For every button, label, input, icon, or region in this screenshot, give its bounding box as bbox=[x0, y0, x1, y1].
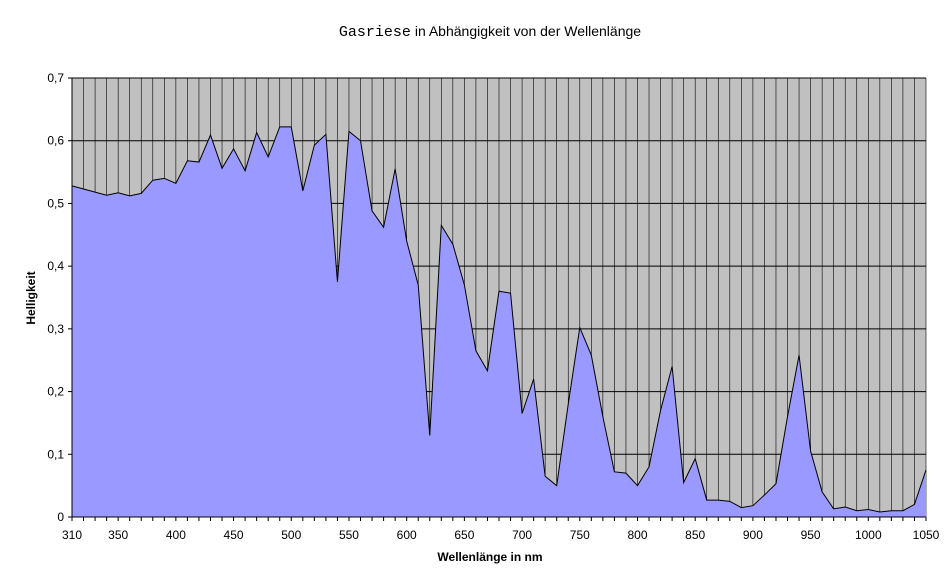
x-tick-label: 750 bbox=[570, 528, 590, 542]
x-tick-label: 900 bbox=[743, 528, 763, 542]
chart-title-main: Gasriese bbox=[339, 24, 411, 41]
x-tick-label: 350 bbox=[108, 528, 128, 542]
data-line bbox=[71, 126, 927, 513]
x-tick-label: 700 bbox=[512, 528, 532, 542]
y-tick-label: 0,7 bbox=[47, 71, 64, 85]
x-tick-label: 450 bbox=[224, 528, 244, 542]
x-tick-label: 500 bbox=[281, 528, 301, 542]
y-tick-label: 0,1 bbox=[47, 447, 64, 461]
x-tick-label: 650 bbox=[454, 528, 474, 542]
x-tick-label: 1000 bbox=[855, 528, 882, 542]
data-area bbox=[72, 126, 926, 518]
x-tick-label: 600 bbox=[397, 528, 417, 542]
x-ticks: 310 350 400 450 500 550 600 650 700 750 800 850 900 9… bbox=[62, 517, 940, 542]
x-tick-label: 850 bbox=[685, 528, 705, 542]
x-axis-label: Wellenlänge in nm bbox=[437, 550, 542, 564]
x-tick-label: 800 bbox=[627, 528, 647, 542]
y-tick-label: 0,4 bbox=[47, 259, 64, 273]
y-tick-label: 0,3 bbox=[47, 322, 64, 336]
x-tick-label: 550 bbox=[339, 528, 359, 542]
chart-title-rest: in Abhängigkeit von der Wellenlänge bbox=[411, 23, 641, 39]
y-tick-label: 0,2 bbox=[47, 385, 64, 399]
y-tick-label: 0,6 bbox=[47, 134, 64, 148]
y-ticks: 0 0,1 0,2 0,3 0,4 0,5 0,6 0,7 bbox=[47, 71, 72, 524]
y-tick-label: 0,5 bbox=[47, 196, 64, 210]
y-tick-label: 0 bbox=[57, 510, 64, 524]
chart-title: Gasriese in Abhängigkeit von der Wellenl… bbox=[339, 23, 641, 41]
x-tick-label: 950 bbox=[801, 528, 821, 542]
x-tick-label: 400 bbox=[166, 528, 186, 542]
x-tick-label: 310 bbox=[62, 528, 82, 542]
x-tick-label: 1050 bbox=[913, 528, 940, 542]
y-axis-label: Helligkeit bbox=[24, 271, 38, 324]
